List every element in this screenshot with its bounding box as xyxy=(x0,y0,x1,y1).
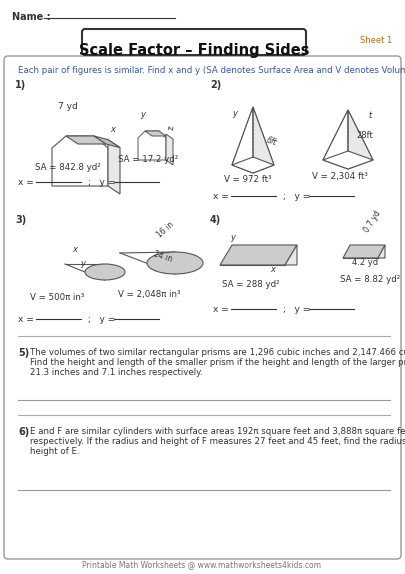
Text: x =: x = xyxy=(213,305,229,314)
Polygon shape xyxy=(108,139,120,194)
Text: x: x xyxy=(110,125,115,134)
Text: respectively. If the radius and height of F measures 27 feet and 45 feet, find t: respectively. If the radius and height o… xyxy=(30,437,405,446)
Text: ;   y =: ; y = xyxy=(283,305,310,314)
Text: 16 in: 16 in xyxy=(155,219,175,239)
Text: Sheet 1: Sheet 1 xyxy=(360,36,392,45)
Polygon shape xyxy=(232,107,274,173)
Text: SA = 8.82 yd²: SA = 8.82 yd² xyxy=(340,275,400,284)
Text: The volumes of two similar rectangular prisms are 1,296 cubic inches and 2,147.4: The volumes of two similar rectangular p… xyxy=(30,348,405,357)
Polygon shape xyxy=(323,151,373,169)
Text: 21.3 inches and 7.1 inches respectively.: 21.3 inches and 7.1 inches respectively. xyxy=(30,368,202,377)
Text: 0.7 yd: 0.7 yd xyxy=(362,209,382,234)
Text: 4.2 yd: 4.2 yd xyxy=(352,258,378,267)
Text: 2): 2) xyxy=(210,80,221,90)
Text: 28ft: 28ft xyxy=(356,131,373,140)
Text: x: x xyxy=(72,245,77,254)
Text: 1): 1) xyxy=(15,80,26,90)
Text: y: y xyxy=(80,259,85,268)
Polygon shape xyxy=(232,107,253,165)
Text: Find the height and length of the smaller prism if the height and length of the : Find the height and length of the smalle… xyxy=(30,358,405,367)
Polygon shape xyxy=(52,136,108,186)
Polygon shape xyxy=(285,245,297,265)
Polygon shape xyxy=(323,110,348,160)
Text: 24 in: 24 in xyxy=(152,250,173,264)
Text: Name :: Name : xyxy=(12,12,51,22)
Polygon shape xyxy=(145,131,166,136)
Text: x: x xyxy=(270,265,275,274)
Text: Each pair of figures is similar. Find x and y (SA denotes Surface Area and V den: Each pair of figures is similar. Find x … xyxy=(18,66,405,75)
Text: 6ft: 6ft xyxy=(265,135,278,147)
Text: height of E.: height of E. xyxy=(30,447,80,456)
Polygon shape xyxy=(253,107,274,165)
Text: 7 yd: 7 yd xyxy=(58,102,78,111)
Text: ;   y =: ; y = xyxy=(283,192,310,201)
Polygon shape xyxy=(343,245,385,258)
Polygon shape xyxy=(66,136,106,144)
Polygon shape xyxy=(232,157,274,173)
Ellipse shape xyxy=(147,252,203,274)
Polygon shape xyxy=(138,131,166,160)
Text: V = 2,304 ft³: V = 2,304 ft³ xyxy=(312,172,368,181)
FancyBboxPatch shape xyxy=(4,56,401,559)
Text: y: y xyxy=(141,110,145,119)
Text: V = 972 ft³: V = 972 ft³ xyxy=(224,175,272,184)
Text: x =: x = xyxy=(18,178,34,187)
Text: 3): 3) xyxy=(15,215,26,225)
Text: Printable Math Worksheets @ www.mathworksheets4kids.com: Printable Math Worksheets @ www.mathwork… xyxy=(83,560,322,569)
Text: z: z xyxy=(167,125,176,130)
Text: t: t xyxy=(368,111,371,120)
Text: SA = 842.8 yd²: SA = 842.8 yd² xyxy=(35,163,101,172)
Polygon shape xyxy=(378,245,385,258)
Text: x =: x = xyxy=(213,192,229,201)
Text: x =: x = xyxy=(18,315,34,324)
Text: SA = 17.2 yd²: SA = 17.2 yd² xyxy=(118,155,178,164)
Polygon shape xyxy=(94,136,120,148)
Polygon shape xyxy=(348,110,373,160)
Text: 6): 6) xyxy=(18,427,29,437)
Text: y: y xyxy=(230,233,235,242)
Text: ;   y =: ; y = xyxy=(88,315,115,324)
Text: SA = 288 yd²: SA = 288 yd² xyxy=(222,280,279,289)
Text: ;   y =: ; y = xyxy=(88,178,115,187)
Polygon shape xyxy=(166,134,173,165)
Text: 5): 5) xyxy=(18,348,29,358)
Text: V = 2,048π in³: V = 2,048π in³ xyxy=(118,290,181,299)
Text: 4): 4) xyxy=(210,215,221,225)
Polygon shape xyxy=(220,245,297,265)
Text: E and F are similar cylinders with surface areas 192π square feet and 3,888π squ: E and F are similar cylinders with surfa… xyxy=(30,427,405,436)
Ellipse shape xyxy=(85,264,125,280)
Text: y: y xyxy=(232,109,237,118)
FancyBboxPatch shape xyxy=(82,29,306,55)
Polygon shape xyxy=(323,110,373,169)
Text: V = 500π in³: V = 500π in³ xyxy=(30,293,84,302)
Text: Scale Factor – Finding Sides: Scale Factor – Finding Sides xyxy=(79,43,309,58)
